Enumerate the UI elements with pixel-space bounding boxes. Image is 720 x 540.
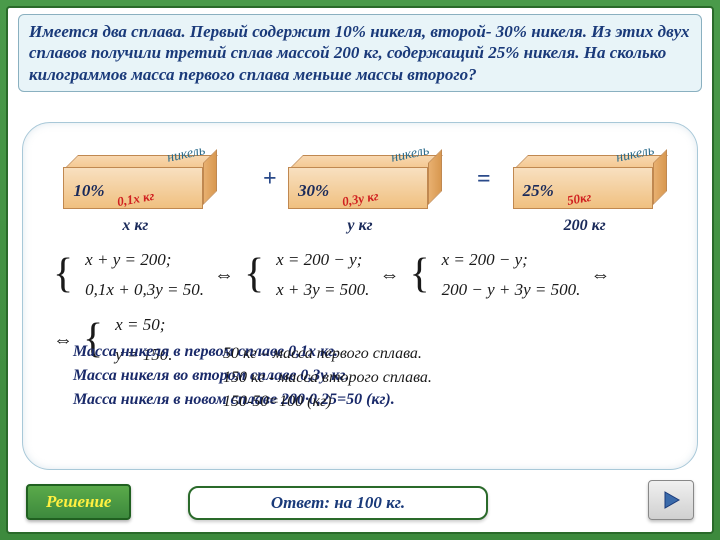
solution-line-3: 150-50=100 (кг)	[223, 393, 332, 411]
iff-arrow-icon: ⇔	[379, 260, 399, 290]
solution-line-1: 50 кг – масса первого сплава.	[223, 345, 422, 363]
eq-line: 200 − y + 3y = 500.	[442, 277, 581, 303]
eq-line: x = 50;	[115, 312, 172, 338]
alloy-blocks-row: никель 10% 0,1х кг х кг никель 30% 0,3у …	[23, 135, 697, 235]
eq-line: x = 200 − y;	[442, 247, 581, 273]
percent-label: 30%	[298, 181, 329, 201]
eq-line: x + 3y = 500.	[276, 277, 369, 303]
plus-icon: +	[263, 166, 277, 193]
problem-statement: Имеется два сплава. Первый содержит 10% …	[18, 14, 702, 92]
eq-line: x = 200 − y;	[276, 247, 369, 273]
eq-line: x + y = 200;	[85, 247, 204, 273]
mass-label: у кг	[270, 217, 450, 235]
alloy-block-2: никель 30% 0,3у кг у кг	[270, 135, 450, 235]
iff-arrow-icon: ⇔	[590, 260, 610, 290]
iff-arrow-icon: ⇔	[53, 325, 73, 355]
iff-arrow-icon: ⇔	[214, 260, 234, 290]
eq-line: 0,1x + 0,3y = 50.	[85, 277, 204, 303]
alloy-block-3: никель 25% 50кг 200 кг	[495, 135, 675, 235]
mass-label: х кг	[45, 217, 225, 235]
work-panel: никель 10% 0,1х кг х кг никель 30% 0,3у …	[22, 122, 698, 470]
solution-line-2: 150 кг - масса второго сплава.	[223, 369, 432, 387]
next-button[interactable]	[648, 480, 694, 520]
answer-box: Ответ: на 100 кг.	[188, 486, 488, 520]
mass-label: 200 кг	[495, 217, 675, 235]
equals-icon: =	[477, 166, 491, 193]
percent-label: 10%	[73, 181, 104, 201]
alloy-block-1: никель 10% 0,1х кг х кг	[45, 135, 225, 235]
solution-button[interactable]: Решение	[26, 484, 131, 520]
percent-label: 25%	[523, 181, 554, 201]
play-icon	[659, 488, 683, 512]
